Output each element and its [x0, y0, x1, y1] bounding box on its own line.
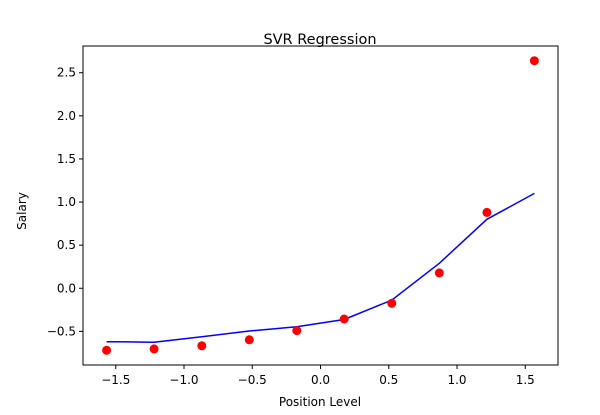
x-tick-label: 0.0 — [311, 373, 330, 387]
x-tick-label: −1.5 — [101, 373, 130, 387]
y-tick-label: 0.0 — [57, 281, 76, 295]
data-point — [482, 207, 492, 217]
data-point — [197, 341, 207, 351]
plot-area-frame — [82, 45, 559, 366]
data-point — [244, 335, 254, 345]
data-point — [434, 268, 444, 278]
y-tick-label: 2.0 — [57, 109, 76, 123]
data-point — [102, 345, 112, 355]
y-axis-label: Salary — [15, 192, 29, 230]
x-tick-label: −1.0 — [169, 373, 198, 387]
data-point — [292, 326, 302, 336]
x-tick-label: 0.5 — [379, 373, 398, 387]
data-point — [339, 314, 349, 324]
regression-line — [106, 192, 535, 343]
y-tick-label: −0.5 — [47, 324, 76, 338]
y-tick-label: 0.5 — [57, 238, 76, 252]
x-axis-label: Position Level — [279, 395, 361, 409]
y-tick-label: 1.5 — [57, 152, 76, 166]
data-point — [149, 344, 159, 354]
x-tick-label: 1.0 — [447, 373, 466, 387]
y-tick-label: 1.0 — [57, 195, 76, 209]
y-tick-label: 2.5 — [57, 66, 76, 80]
data-point — [387, 298, 397, 308]
y-axis: −0.5 0.0 0.5 1.0 1.5 2.0 2.5 — [47, 66, 83, 338]
chart-title: SVR Regression — [263, 32, 376, 48]
plot-series — [102, 56, 539, 355]
x-tick-label: −0.5 — [238, 373, 267, 387]
data-point — [529, 56, 539, 66]
x-axis: −1.5 −1.0 −0.5 0.0 0.5 1.0 1.5 — [101, 365, 535, 387]
x-tick-label: 1.5 — [516, 373, 535, 387]
